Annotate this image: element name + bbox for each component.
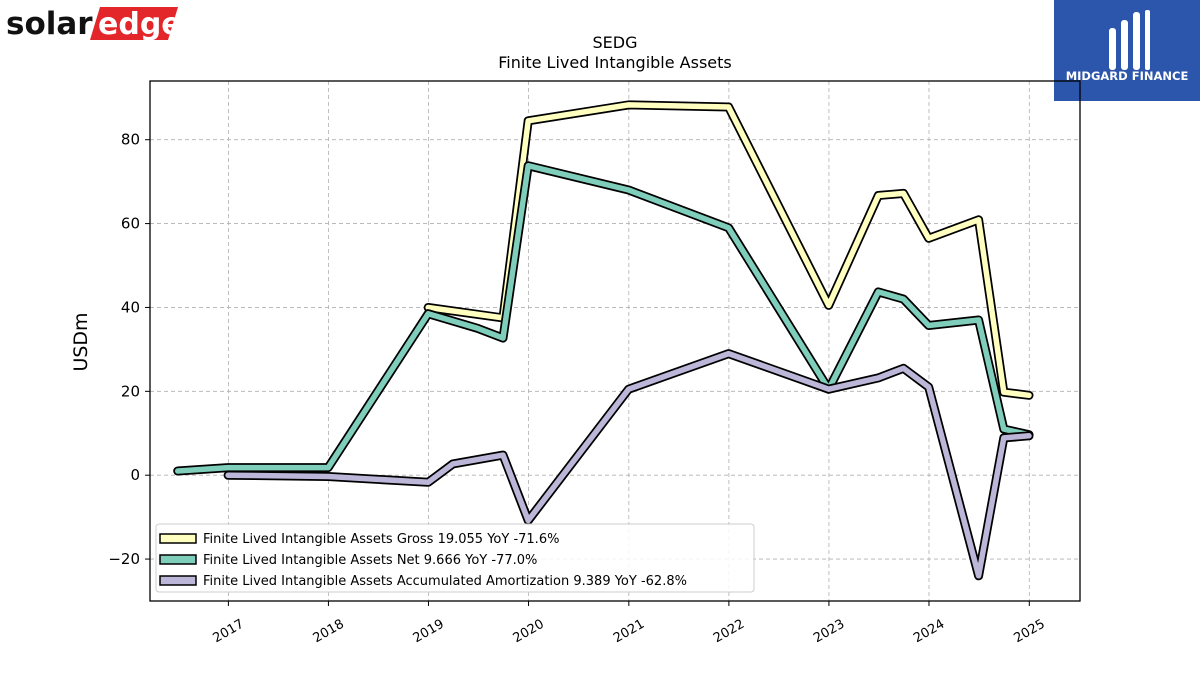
solaredge-logo-text-solar: solar bbox=[6, 6, 93, 42]
solaredge-logo-text-edge: edge bbox=[98, 7, 182, 42]
legend-swatch-1 bbox=[159, 554, 197, 565]
chart-title: SEDG bbox=[593, 33, 638, 52]
legend-box bbox=[155, 523, 755, 593]
x-tick-label: 2022 bbox=[711, 617, 747, 647]
plot-frame bbox=[149, 80, 1081, 602]
x-tick-label: 2023 bbox=[811, 617, 847, 647]
x-tick-label: 2019 bbox=[411, 617, 447, 647]
legend-swatch-2 bbox=[159, 575, 197, 586]
chart-subtitle: Finite Lived Intangible Assets bbox=[498, 53, 731, 72]
solaredge-logo-red-badge bbox=[90, 7, 178, 40]
legend-label-0: Finite Lived Intangible Assets Gross 19.… bbox=[203, 532, 559, 547]
legend-swatch-0 bbox=[159, 533, 197, 544]
midgard-finance-logo: MIDGARD FINANCE bbox=[1054, 0, 1200, 101]
y-tick-label: 80 bbox=[121, 131, 140, 149]
x-tick-label: 2025 bbox=[1011, 617, 1047, 647]
solaredge-logo: solar edge bbox=[6, 6, 182, 42]
x-tick-label: 2021 bbox=[611, 617, 647, 647]
x-tick-label: 2020 bbox=[511, 617, 547, 647]
grid-lines bbox=[150, 81, 1080, 601]
y-tick-label: −20 bbox=[108, 550, 140, 568]
series-line-0 bbox=[425, 102, 1032, 399]
y-tick-label: 0 bbox=[130, 466, 140, 484]
y-tick-label: 60 bbox=[121, 215, 140, 233]
midgard-logo-text: MIDGARD FINANCE bbox=[1066, 69, 1189, 83]
series-line-1 bbox=[174, 162, 1032, 474]
midgard-logo-mark-icon bbox=[1109, 10, 1150, 70]
x-tick-label: 2018 bbox=[311, 617, 347, 647]
y-axis-label: USDm bbox=[70, 312, 92, 371]
y-tick-label: 20 bbox=[121, 382, 140, 400]
legend-label-1: Finite Lived Intangible Assets Net 9.666… bbox=[203, 553, 537, 568]
x-tick-label: 2017 bbox=[211, 617, 247, 647]
legend: Finite Lived Intangible Assets Gross 19.… bbox=[155, 523, 755, 593]
x-tick-label: 2024 bbox=[911, 617, 947, 647]
series-layer bbox=[173, 100, 1034, 581]
legend-label-2: Finite Lived Intangible Assets Accumulat… bbox=[203, 574, 687, 589]
series-line-2 bbox=[225, 350, 1032, 579]
y-tick-label: 40 bbox=[121, 298, 140, 316]
